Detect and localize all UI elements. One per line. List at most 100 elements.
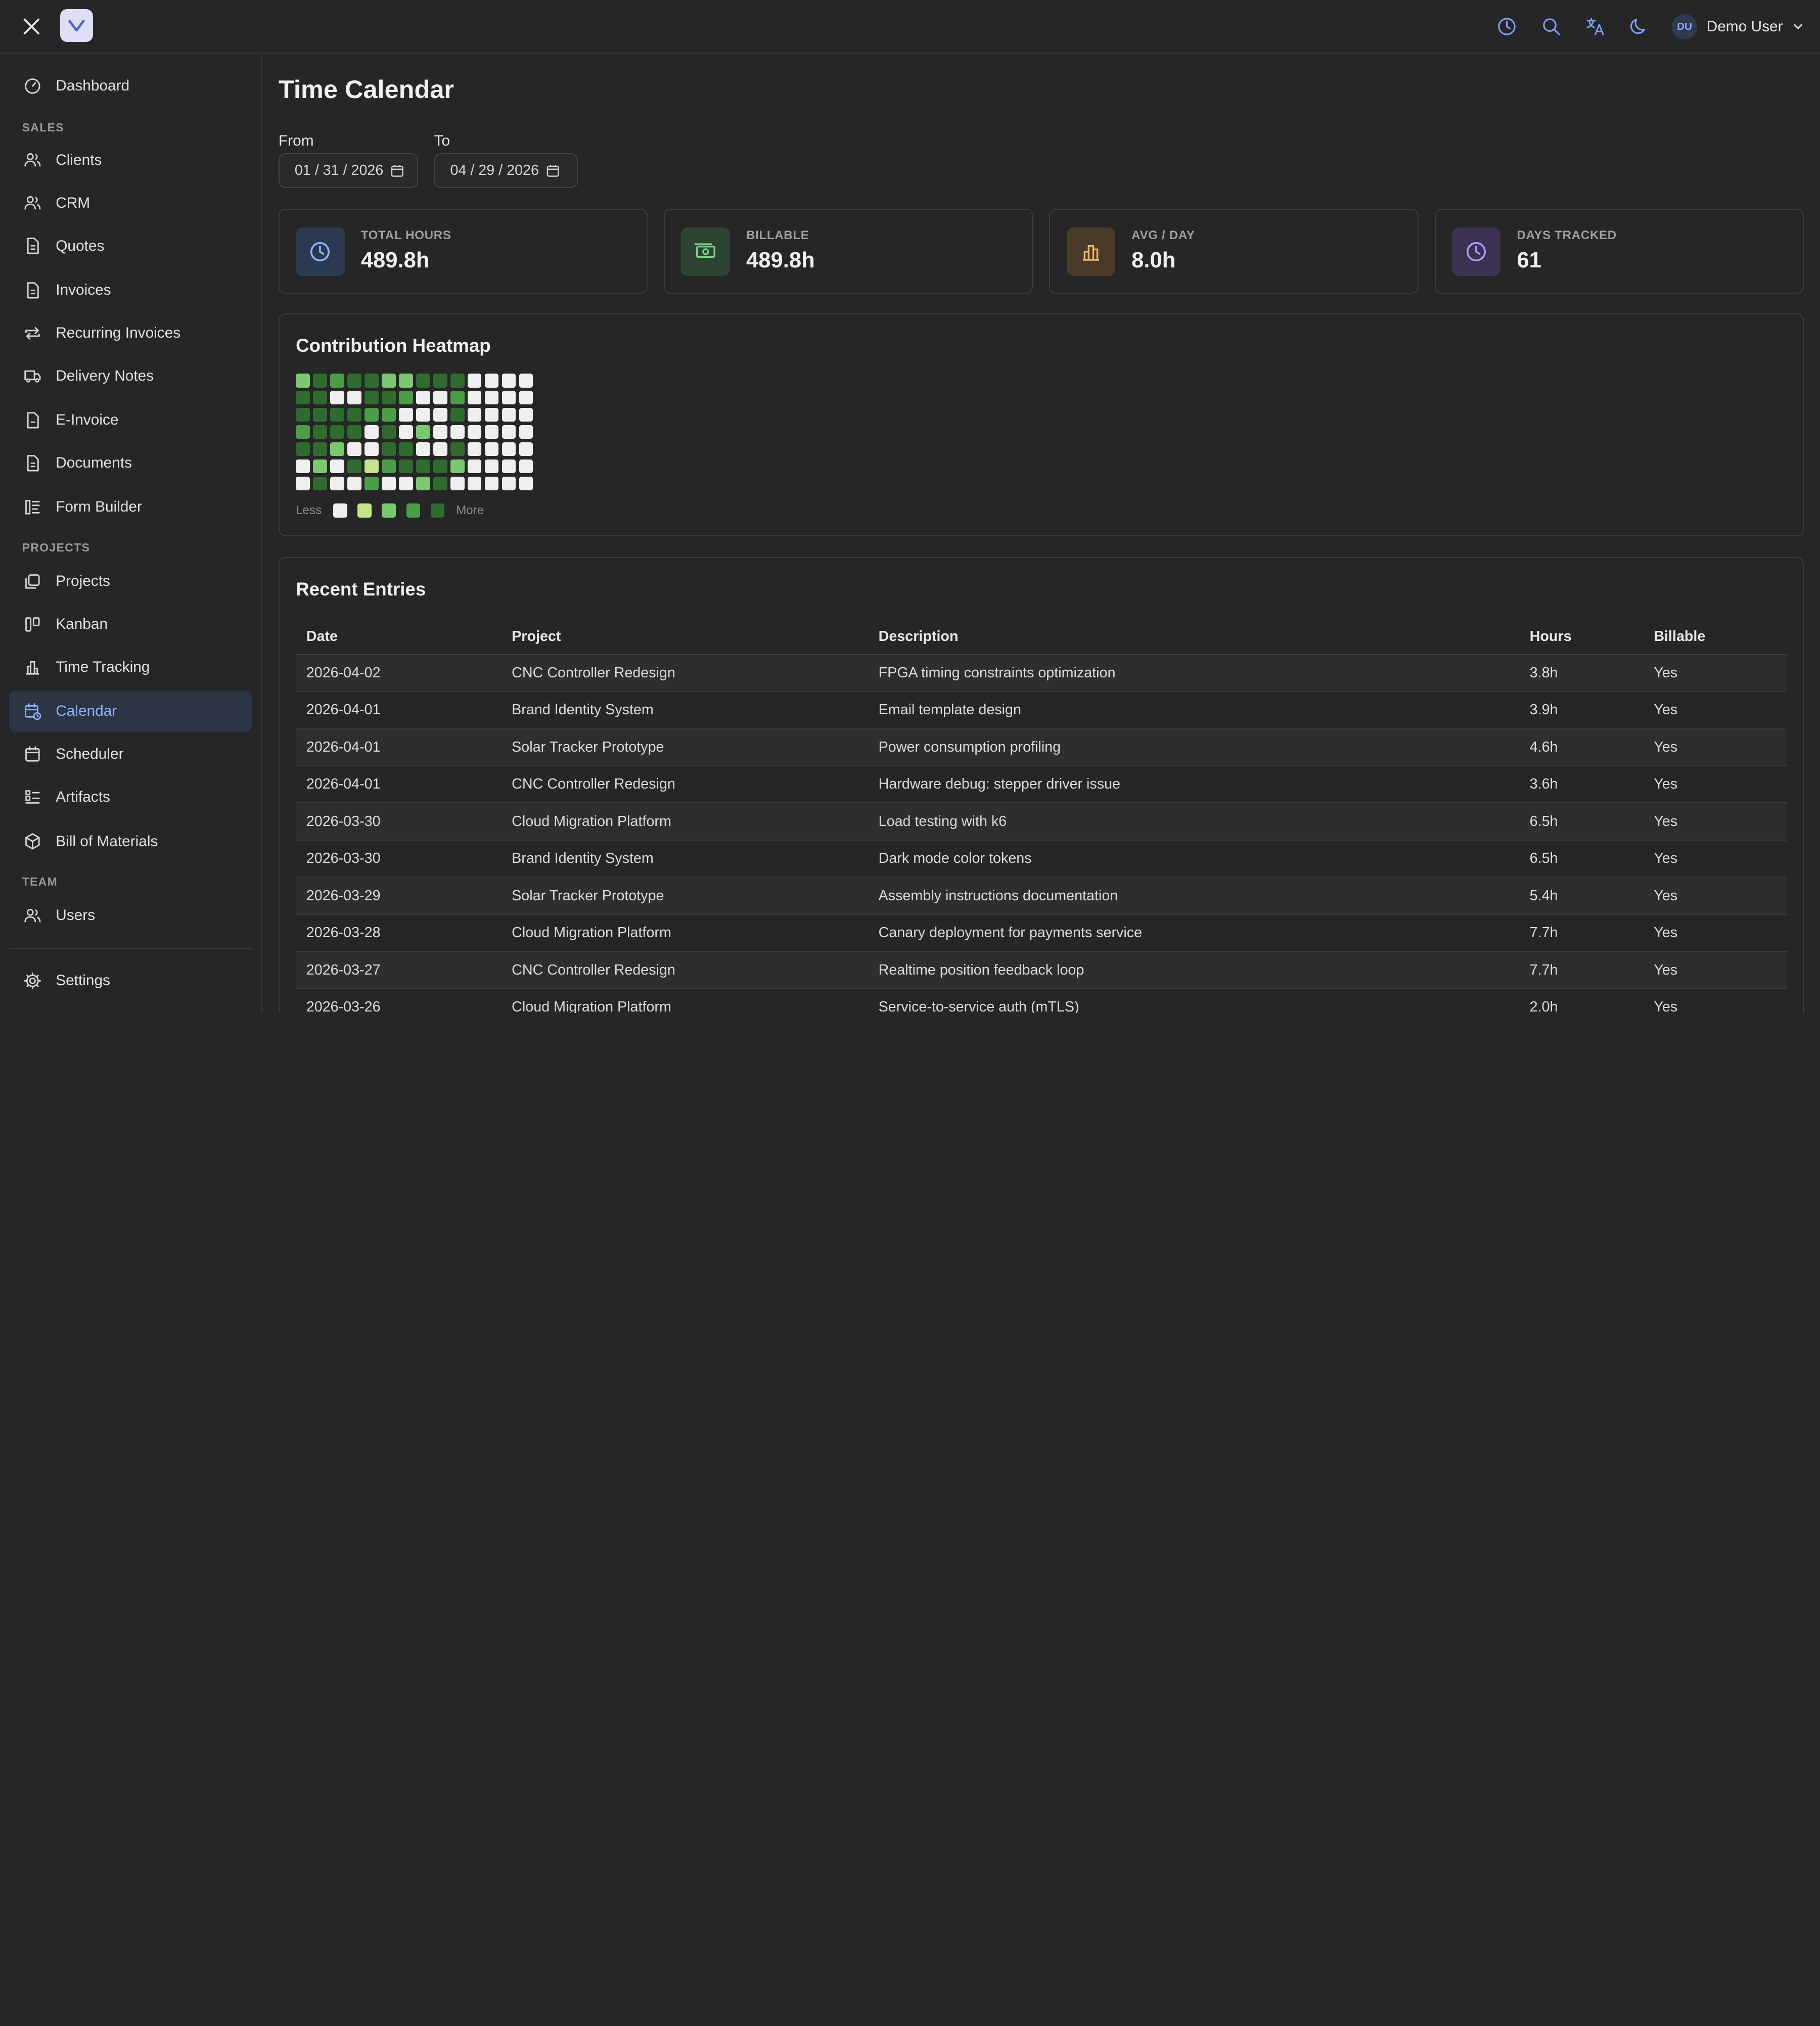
sidebar-item-bill-of-materials[interactable]: Bill of Materials (9, 820, 252, 862)
heatmap-cell[interactable] (382, 425, 396, 439)
heatmap-cell[interactable] (484, 390, 499, 405)
heatmap-cell[interactable] (365, 407, 379, 422)
heatmap-cell[interactable] (519, 442, 533, 456)
translate-icon[interactable] (1583, 15, 1607, 38)
sidebar-item-documents[interactable]: Documents (9, 442, 252, 484)
from-date-field[interactable]: 01 / 31 / 2026 (279, 153, 418, 188)
heatmap-cell[interactable] (433, 442, 447, 456)
heatmap-cell[interactable] (347, 407, 361, 422)
moon-icon[interactable] (1628, 15, 1651, 38)
heatmap-cell[interactable] (502, 442, 516, 456)
heatmap-cell[interactable] (467, 476, 482, 491)
heatmap-cell[interactable] (399, 476, 413, 491)
heatmap-cell[interactable] (467, 442, 482, 456)
heatmap-cell[interactable] (313, 407, 327, 422)
col-date[interactable]: Date (296, 619, 502, 655)
heatmap-cell[interactable] (330, 442, 344, 456)
heatmap-cell[interactable] (365, 459, 379, 474)
col-hours[interactable]: Hours (1519, 619, 1644, 655)
heatmap-cell[interactable] (382, 442, 396, 456)
sidebar-item-scheduler[interactable]: Scheduler (9, 733, 252, 775)
heatmap-cell[interactable] (433, 373, 447, 388)
heatmap-cell[interactable] (347, 390, 361, 405)
table-row[interactable]: 2026-04-01 Brand Identity System Email tem… (296, 692, 1788, 729)
heatmap-cell[interactable] (313, 442, 327, 456)
col-billable[interactable]: Billable (1643, 619, 1788, 655)
heatmap-cell[interactable] (416, 476, 430, 491)
heatmap-cell[interactable] (330, 425, 344, 439)
heatmap-cell[interactable] (502, 425, 516, 439)
heatmap-cell[interactable] (313, 425, 327, 439)
heatmap-cell[interactable] (313, 390, 327, 405)
sidebar-item-projects[interactable]: Projects (9, 561, 252, 603)
heatmap-cell[interactable] (365, 373, 379, 388)
heatmap-cell[interactable] (399, 407, 413, 422)
heatmap-cell[interactable] (502, 373, 516, 388)
table-row[interactable]: 2026-03-27 CNC Controller Redesign Realtim… (296, 951, 1788, 989)
heatmap-cell[interactable] (313, 476, 327, 491)
heatmap-cell[interactable] (382, 407, 396, 422)
heatmap-cell[interactable] (450, 373, 465, 388)
heatmap-cell[interactable] (450, 442, 465, 456)
heatmap-cell[interactable] (416, 459, 430, 474)
to-date-field[interactable]: 04 / 29 / 2026 (434, 153, 578, 188)
heatmap-cell[interactable] (296, 373, 310, 388)
heatmap-cell[interactable] (450, 390, 465, 405)
clock-icon[interactable] (1495, 15, 1519, 38)
heatmap-cell[interactable] (347, 373, 361, 388)
heatmap-cell[interactable] (296, 459, 310, 474)
sidebar-item-dashboard[interactable]: Dashboard (9, 65, 252, 107)
sidebar-item-form-builder[interactable]: Form Builder (9, 486, 252, 528)
heatmap-cell[interactable] (416, 442, 430, 456)
sidebar-item-quotes[interactable]: Quotes (9, 225, 252, 267)
heatmap-cell[interactable] (467, 459, 482, 474)
heatmap-cell[interactable] (519, 390, 533, 405)
table-row[interactable]: 2026-03-30 Cloud Migration Platform Load t… (296, 803, 1788, 841)
calendar-icon[interactable] (546, 164, 560, 178)
heatmap-cell[interactable] (467, 425, 482, 439)
table-row[interactable]: 2026-04-02 CNC Controller Redesign FPGA ti… (296, 654, 1788, 693)
heatmap-cell[interactable] (365, 425, 379, 439)
heatmap-cell[interactable] (313, 373, 327, 388)
heatmap-cell[interactable] (484, 425, 499, 439)
heatmap-cell[interactable] (365, 442, 379, 456)
heatmap-cell[interactable] (484, 373, 499, 388)
heatmap-cell[interactable] (347, 442, 361, 456)
table-row[interactable]: 2026-04-01 CNC Controller Redesign Hardwar… (296, 765, 1788, 804)
heatmap-cell[interactable] (313, 459, 327, 474)
table-row[interactable]: 2026-03-26 Cloud Migration Platform Servic… (296, 988, 1788, 1014)
heatmap-cell[interactable] (399, 442, 413, 456)
heatmap-cell[interactable] (502, 476, 516, 491)
heatmap-cell[interactable] (399, 459, 413, 474)
table-row[interactable]: 2026-03-30 Brand Identity System Dark mode… (296, 840, 1788, 878)
heatmap-cell[interactable] (399, 425, 413, 439)
heatmap-cell[interactable] (330, 459, 344, 474)
sidebar-item-calendar[interactable]: Calendar (9, 690, 252, 732)
heatmap-cell[interactable] (296, 390, 310, 405)
heatmap-cell[interactable] (416, 425, 430, 439)
heatmap-cell[interactable] (450, 459, 465, 474)
heatmap-cell[interactable] (330, 476, 344, 491)
heatmap-cell[interactable] (450, 407, 465, 422)
calendar-icon[interactable] (390, 164, 404, 178)
heatmap-cell[interactable] (365, 390, 379, 405)
heatmap-cell[interactable] (433, 476, 447, 491)
app-logo[interactable] (60, 9, 93, 42)
heatmap-cell[interactable] (416, 390, 430, 405)
sidebar-item-users[interactable]: Users (9, 895, 252, 937)
heatmap-cell[interactable] (450, 425, 465, 439)
sidebar-item-time-tracking[interactable]: Time Tracking (9, 647, 252, 688)
heatmap-cell[interactable] (382, 459, 396, 474)
sidebar-item-settings[interactable]: Settings (9, 960, 252, 1002)
col-description[interactable]: Description (868, 619, 1519, 655)
heatmap-cell[interactable] (347, 425, 361, 439)
close-icon[interactable] (19, 14, 44, 40)
table-row[interactable]: 2026-04-01 Solar Tracker Prototype Power c… (296, 728, 1788, 766)
heatmap-cell[interactable] (450, 476, 465, 491)
heatmap-cell[interactable] (296, 476, 310, 491)
heatmap-cell[interactable] (484, 459, 499, 474)
heatmap-cell[interactable] (296, 442, 310, 456)
heatmap-cell[interactable] (467, 373, 482, 388)
sidebar-item-clients[interactable]: Clients (9, 140, 252, 181)
sidebar-item-crm[interactable]: CRM (9, 182, 252, 224)
